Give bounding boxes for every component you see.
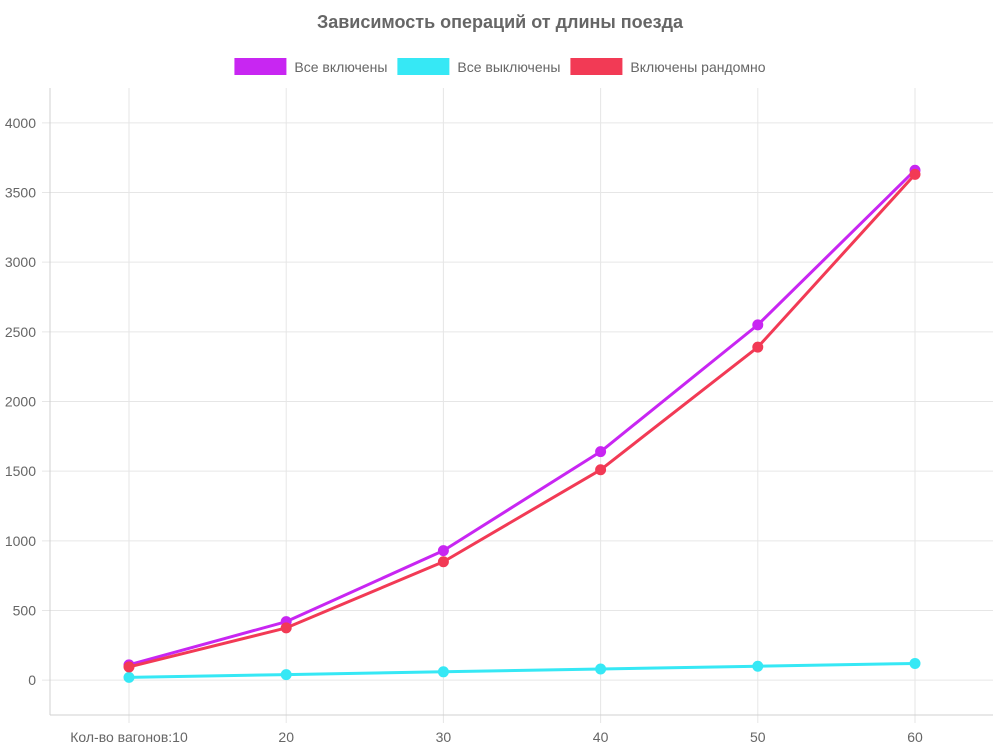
data-point[interactable] bbox=[595, 663, 607, 675]
data-point[interactable] bbox=[280, 622, 292, 634]
y-tick-label: 500 bbox=[13, 603, 37, 619]
x-tick-label: 30 bbox=[436, 729, 452, 745]
series-line bbox=[127, 168, 917, 667]
data-point[interactable] bbox=[280, 669, 292, 681]
data-point[interactable] bbox=[437, 545, 449, 557]
y-tick-label: 2000 bbox=[5, 394, 36, 410]
data-point[interactable] bbox=[437, 556, 449, 568]
legend-swatch[interactable] bbox=[570, 58, 623, 75]
y-tick-label: 2500 bbox=[5, 324, 36, 340]
y-tick-label: 1500 bbox=[5, 463, 36, 479]
data-point[interactable] bbox=[909, 657, 921, 669]
x-tick-label: 60 bbox=[907, 729, 923, 745]
y-tick-label: 3500 bbox=[5, 185, 36, 201]
data-point[interactable] bbox=[123, 671, 135, 683]
data-point[interactable] bbox=[595, 464, 607, 476]
x-tick-label: Кол-во вагонов:10 bbox=[70, 729, 188, 745]
x-tick-label: 50 bbox=[750, 729, 766, 745]
legend: Все включены Все выключены Включены рандом… bbox=[234, 58, 766, 75]
legend-label: Включены рандомно bbox=[630, 59, 765, 75]
data-point[interactable] bbox=[752, 660, 764, 672]
y-tick-label: 0 bbox=[28, 672, 36, 688]
series-layer bbox=[123, 164, 921, 683]
x-tick-label: 40 bbox=[593, 729, 609, 745]
legend-label: Все выключены bbox=[457, 59, 560, 75]
y-tick-label: 1000 bbox=[5, 533, 36, 549]
grid bbox=[42, 88, 993, 723]
y-tick-label: 3000 bbox=[5, 254, 36, 270]
chart-title: Зависимость операций от длины поезда bbox=[317, 12, 684, 32]
y-tick-label: 4000 bbox=[5, 115, 36, 131]
data-point[interactable] bbox=[437, 666, 449, 678]
x-tick-label: 20 bbox=[278, 729, 294, 745]
legend-swatch[interactable] bbox=[397, 58, 450, 75]
legend-swatch[interactable] bbox=[234, 58, 287, 75]
data-point[interactable] bbox=[752, 319, 764, 331]
axes: 0 500 1000 1500 2000 2500 3000 3500 4000 Кол-во в… bbox=[5, 88, 993, 745]
series-line bbox=[127, 172, 917, 669]
series-line bbox=[127, 661, 917, 679]
data-point[interactable] bbox=[123, 661, 135, 673]
data-point[interactable] bbox=[752, 341, 764, 353]
data-point[interactable] bbox=[909, 168, 921, 180]
data-point[interactable] bbox=[595, 446, 607, 458]
legend-label: Все включены bbox=[294, 59, 387, 75]
